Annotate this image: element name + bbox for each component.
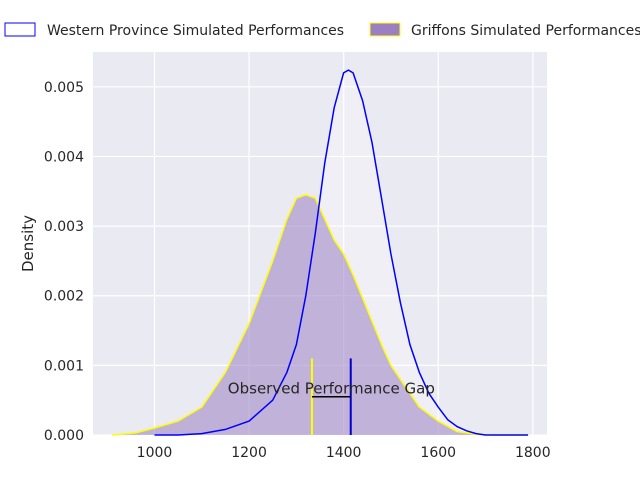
legend-label-griffons: Griffons Simulated Performances [411,23,640,39]
y-tick-label: 0.003 [44,219,84,235]
x-tick-label: 1400 [326,445,362,461]
x-tick-label: 1200 [231,445,267,461]
x-tick-labels: 1000 1200 1400 1600 1800 [137,445,551,461]
griffons-line [111,194,529,436]
y-tick-labels: 0.000 0.001 0.002 0.003 0.004 0.005 [44,80,84,444]
gap-annotation: Observed Performance Gap [228,380,435,398]
density-areas [111,69,529,436]
observed-markers [310,358,352,435]
y-tick-label: 0.004 [44,149,84,165]
griffons-area [111,194,529,435]
y-axis-label: Density [19,215,37,272]
legend-label-western-province: Western Province Simulated Performances [47,23,344,39]
y-tick-label: 0.005 [44,80,84,96]
legend-swatch-western-province [4,22,36,37]
y-tick-label: 0.002 [44,289,84,305]
y-tick-label: 0.001 [44,358,84,374]
legend: Western Province Simulated Performances G… [4,22,640,39]
x-tick-label: 1800 [515,445,551,461]
x-tick-label: 1600 [420,445,456,461]
legend-swatch-griffons [369,22,401,37]
x-tick-label: 1000 [137,445,173,461]
western-province-line [154,69,529,436]
y-tick-label: 0.000 [44,428,84,444]
